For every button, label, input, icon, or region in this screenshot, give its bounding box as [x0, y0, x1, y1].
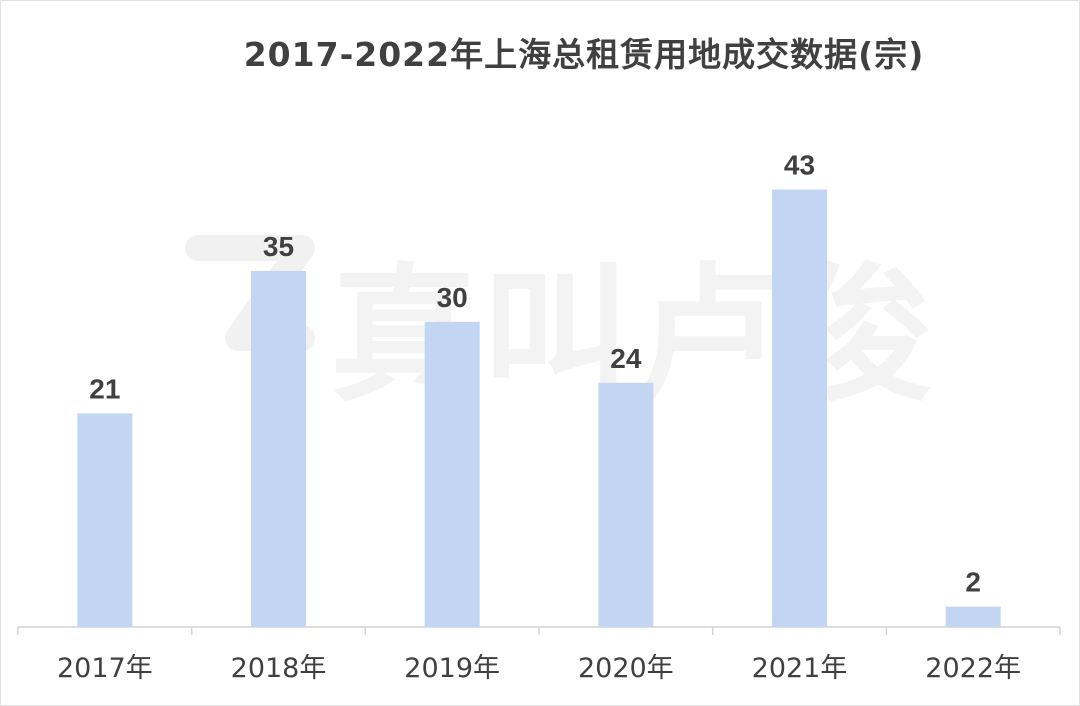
bars-group	[77, 189, 1001, 628]
x-tick-label: 2020年	[578, 653, 674, 684]
value-label: 21	[89, 373, 120, 404]
value-label: 43	[784, 150, 815, 181]
bar-2022年	[945, 606, 1001, 627]
x-tick-label: 2022年	[925, 653, 1021, 684]
bar-2019年	[424, 321, 480, 627]
x-tick-label: 2018年	[231, 653, 327, 684]
bar-2017年	[77, 413, 133, 627]
value-label: 2	[965, 567, 981, 598]
value-label: 24	[610, 343, 642, 374]
x-ticks-group	[17, 627, 1061, 635]
value-label: 35	[263, 231, 294, 262]
value-label: 30	[437, 282, 468, 313]
bar-2021年	[772, 189, 827, 628]
x-tick-labels-group: 2017年 2018年 2019年 2020年 2021年 2022年	[57, 653, 1021, 684]
chart-title: 2017-2022年上海总租赁用地成交数据(宗)	[243, 35, 925, 74]
bar-2018年	[251, 270, 306, 627]
x-tick-label: 2021年	[752, 653, 848, 684]
bar-2020年	[598, 382, 654, 627]
value-labels-group: 21 35 30 24 43 2	[89, 150, 981, 598]
x-tick-label: 2019年	[404, 653, 500, 684]
x-tick-label: 2017年	[57, 653, 153, 684]
